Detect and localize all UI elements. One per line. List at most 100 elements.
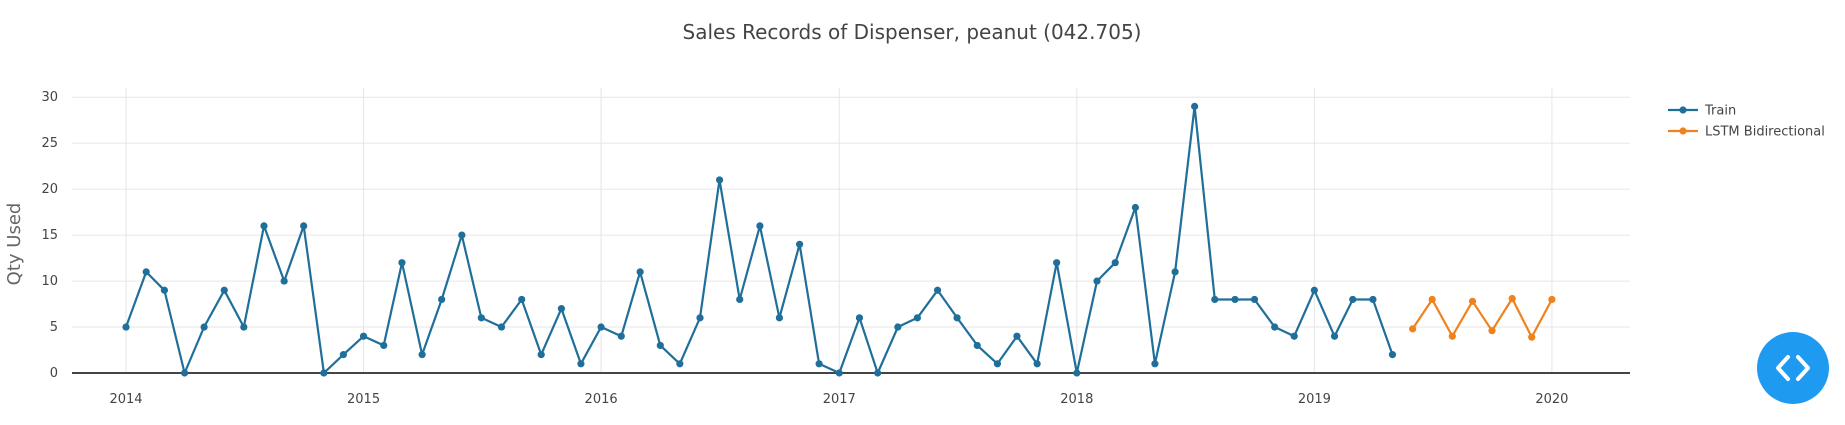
data-point [1191,102,1199,110]
chart-title: Sales Records of Dispenser, peanut (042.… [683,20,1142,44]
data-point [874,369,882,377]
x-tick-label: 2018 [1060,392,1093,407]
x-tick-label: 2016 [585,392,618,407]
data-point [557,305,565,313]
legend-label: LSTM Bidirectional [1705,125,1825,140]
data-point [380,341,388,350]
legend-item[interactable]: LSTM Bidirectional [1668,125,1825,140]
data-point [1388,351,1397,359]
data-point [1548,295,1556,304]
y-tick-label: 25 [41,136,58,151]
data-point [1369,295,1377,304]
x-tick-label: 2015 [347,392,380,407]
legend-item[interactable]: Train [1668,104,1736,119]
data-point [260,222,268,230]
data-point [1033,360,1041,368]
data-point [339,351,347,359]
data-point [1271,323,1279,331]
data-point [1211,295,1219,304]
data-point [696,314,704,322]
data-point [160,286,169,294]
data-point [1409,325,1417,333]
data-point [1171,268,1179,276]
data-point [359,332,368,340]
x-axis-ticks: 2014 2015 2016 2017 2018 2019 2020 [109,392,1568,407]
code-brackets-icon [1776,355,1810,381]
data-point [300,222,308,230]
data-point [577,360,585,368]
data-point [1053,259,1061,267]
data-point [1448,332,1456,340]
data-point [1111,259,1119,267]
data-point [1073,369,1081,377]
data-point [795,240,804,248]
data-point [418,351,426,359]
data-point [933,286,942,294]
data-point [1428,295,1436,304]
data-point [200,323,208,331]
series-train [122,102,1397,377]
data-point [1468,297,1477,305]
data-point [815,360,823,368]
data-point [1349,295,1357,304]
data-point [438,295,446,304]
data-point [835,369,843,377]
legend-label: Train [1704,104,1736,119]
data-point [1488,327,1496,335]
series-line [1411,297,1553,339]
data-point [1310,286,1318,294]
series-line [124,105,1394,375]
data-point [1013,332,1021,340]
legend-marker [1679,106,1687,114]
data-point [1250,295,1259,304]
data-point [953,314,961,322]
data-point [398,259,406,267]
y-tick-label: 5 [50,320,58,335]
y-tick-label: 15 [41,228,58,243]
data-point [736,295,744,304]
data-point [775,314,784,322]
data-point [537,351,545,359]
data-point [756,222,764,230]
data-point [1093,277,1101,285]
data-point [894,323,902,331]
data-point [973,341,981,350]
data-point [477,314,485,322]
code-toggle-button[interactable] [1757,332,1829,404]
data-point [458,231,466,239]
data-point [320,369,328,377]
data-point [676,360,684,368]
data-point [597,323,605,331]
data-point [497,323,506,331]
y-tick-label: 0 [50,366,58,381]
y-tick-label: 30 [41,90,58,105]
data-point [240,323,248,331]
y-axis-ticks: 0 5 10 15 20 25 30 [41,90,58,381]
data-point [1528,333,1536,341]
x-tick-label: 2017 [823,392,856,407]
grid [72,88,1630,374]
data-point [142,268,150,276]
data-point [518,295,526,304]
data-point [617,332,625,340]
data-point [1330,332,1339,340]
data-point [1290,332,1298,340]
data-point [1231,295,1239,304]
x-tick-label: 2019 [1298,392,1331,407]
data-point [1508,294,1516,303]
data-point [855,314,864,322]
data-point [122,323,130,331]
legend[interactable]: Train LSTM Bidirectional [1668,104,1825,140]
data-point [715,176,724,184]
data-point [180,369,189,377]
series [122,102,1556,377]
data-point [1151,360,1159,368]
y-axis-label: Qty Used [4,203,25,286]
data-point [913,314,921,322]
x-tick-label: 2020 [1535,392,1568,407]
data-point [1131,203,1139,212]
data-point [993,360,1002,368]
series-lstm-bidirectional [1409,294,1556,341]
data-point [656,341,664,350]
